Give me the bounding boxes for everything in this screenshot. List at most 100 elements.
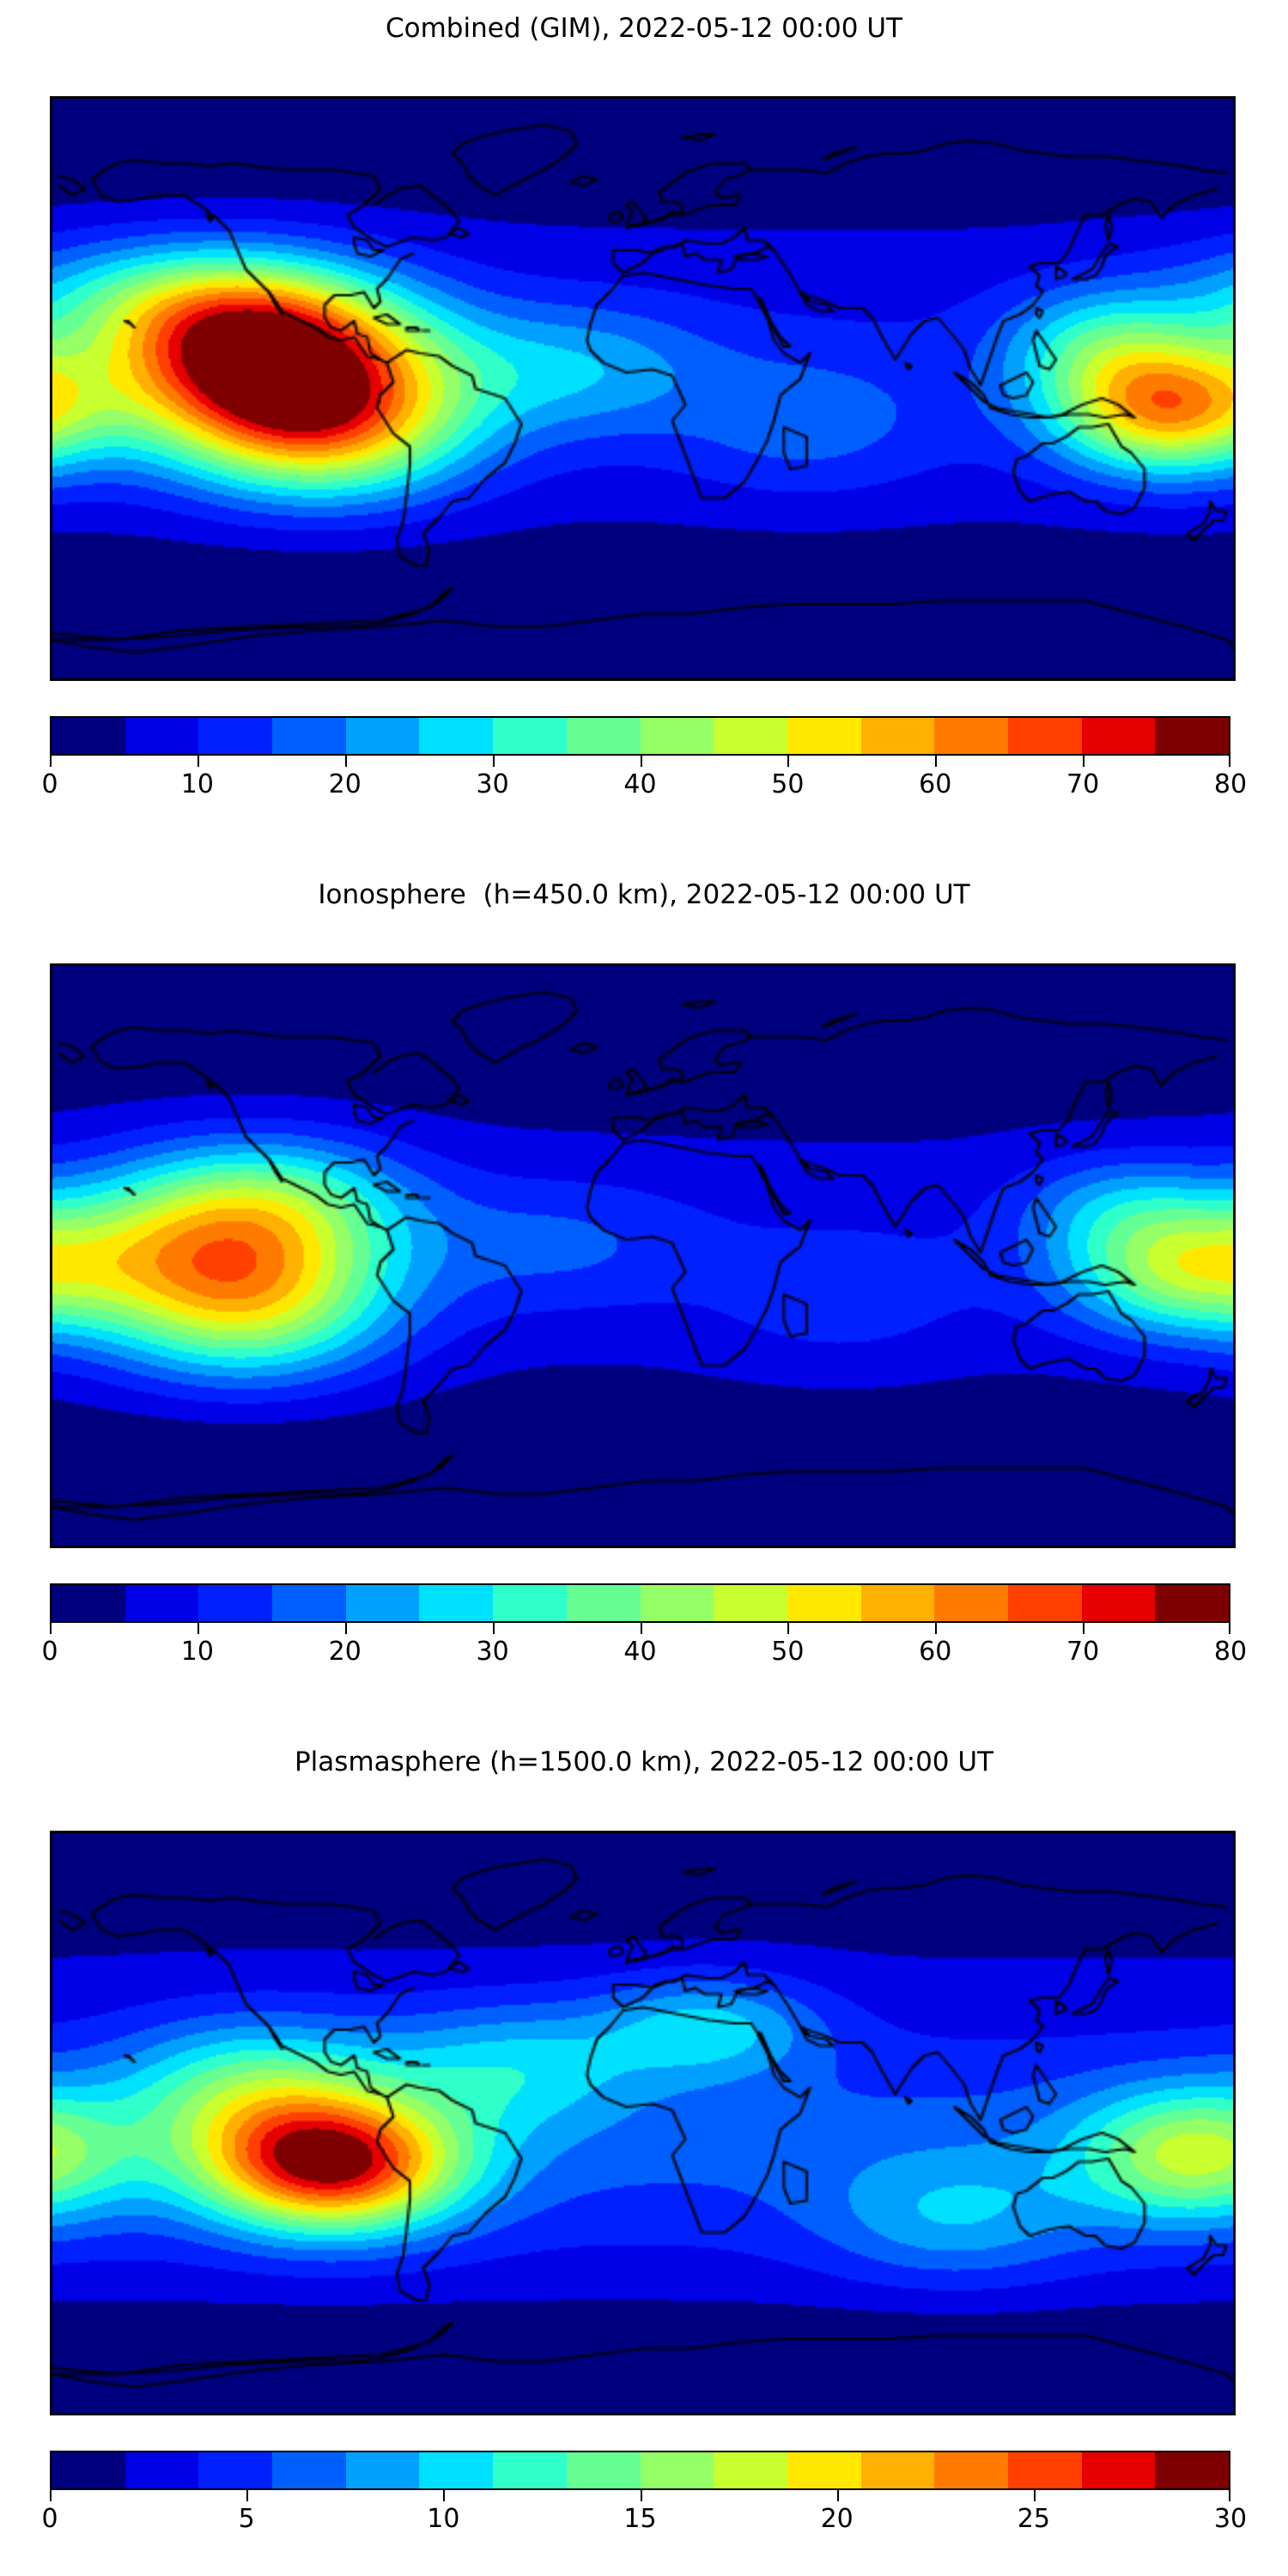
colorbar-band-5 [419,718,494,754]
colorbar-tick [640,2490,642,2501]
colorbar-band-12 [934,718,1008,754]
colorbar-band-13 [1007,2452,1082,2488]
colorbar-tick [787,756,790,767]
colorbar-band-12 [934,2452,1008,2488]
colorbar-tick-label: 30 [476,769,509,799]
colorbar-band-12 [934,1585,1008,1621]
colorbar-tick-label: 40 [623,769,657,799]
colorbar-band-2 [198,2452,273,2488]
colorbar-tick-label: 50 [771,1637,805,1667]
colorbar-band-13 [1007,1585,1082,1621]
colorbar-tick [787,1623,790,1634]
colorbar-ionosphere: 0 10 20 30 40 50 60 70 80 [41,1583,1247,1678]
colorbar-band-11 [860,1585,935,1621]
colorbar-band-15 [1155,718,1229,754]
panel-title-plasmasphere: Plasmasphere (h=1500.0 km), 2022-05-12 0… [294,1747,993,1777]
colorbar-band-4 [345,718,420,754]
colorbar-plasmasphere: 0 5 10 15 20 25 30 [41,2451,1247,2545]
colorbar-band-3 [272,718,346,754]
colorbar-band-15 [1155,2452,1229,2488]
colorbar-band-7 [566,718,641,754]
colorbar-band-6 [493,2452,567,2488]
colorbar-band-15 [1155,1585,1229,1621]
colorbar-tick-label: 80 [1213,1637,1248,1667]
colorbar-gradient-combined [50,716,1230,756]
colorbar-tick [640,1623,642,1634]
colorbar-band-8 [640,718,714,754]
colorbar-band-11 [860,718,935,754]
colorbar-gradient-plasmasphere [50,2451,1230,2490]
colorbar-tick-label: 10 [427,2504,460,2534]
colorbar-band-14 [1081,1585,1156,1621]
colorbar-band-14 [1081,2452,1156,2488]
colorbar-tick [836,2490,839,2501]
panel-combined-gim: Combined (GIM), 2022-05-12 00:00 UT 0 10 2… [0,0,1288,863]
colorbar-tick [640,756,642,767]
colorbar-tick-label: 80 [1213,769,1248,799]
colorbar-band-7 [566,1585,641,1621]
colorbar-tick [1229,2490,1230,2501]
colorbar-tick [246,2490,249,2501]
colorbar-band-2 [198,1585,273,1621]
colorbar-tick-label: 10 [180,1637,214,1667]
colorbar-tick-label: 40 [623,1637,657,1667]
colorbar-tick-label: 0 [41,769,58,799]
colorbar-tick-label: 50 [771,769,805,799]
colorbar-tick-label: 30 [1213,2504,1248,2534]
colorbar-tick-label: 70 [1066,1637,1100,1667]
colorbar-tick-label: 70 [1066,769,1100,799]
colorbar-tick-label: 15 [623,2504,657,2534]
panel-title-ionosphere: Ionosphere (h=450.0 km), 2022-05-12 00:0… [318,879,970,910]
panel-ionosphere: Ionosphere (h=450.0 km), 2022-05-12 00:0… [0,863,1288,1730]
colorbar-tick [1083,1623,1085,1634]
colorbar-gradient-ionosphere [50,1583,1230,1623]
colorbar-band-5 [419,1585,494,1621]
colorbar-band-6 [493,1585,567,1621]
colorbar-band-0 [52,2452,125,2488]
colorbar-band-3 [272,2452,346,2488]
map-combined [50,96,1236,681]
colorbar-band-4 [345,2452,420,2488]
colorbar-tick [443,2490,446,2501]
colorbar-tick [935,756,938,767]
colorbar-tick-label: 10 [180,769,214,799]
colorbar-tick [1229,756,1230,767]
colorbar-band-10 [787,1585,861,1621]
colorbar-tick [50,1623,52,1634]
colorbar-combined: 0 10 20 30 40 50 60 70 80 [41,716,1247,811]
colorbar-band-4 [345,1585,420,1621]
colorbar-band-0 [52,1585,125,1621]
colorbar-tick-label: 60 [919,769,952,799]
colorbar-band-10 [787,718,861,754]
colorbar-band-7 [566,2452,641,2488]
colorbar-band-3 [272,1585,346,1621]
colorbar-tick [197,756,199,767]
colorbar-tick [1083,756,1085,767]
colorbar-band-9 [714,718,787,754]
colorbar-tick-label: 20 [328,769,361,799]
colorbar-tick-label: 20 [820,2504,854,2534]
colorbar-band-2 [198,718,273,754]
colorbar-band-8 [640,1585,714,1621]
colorbar-tick [492,1623,495,1634]
colorbar-tick [935,1623,938,1634]
colorbar-band-14 [1081,718,1156,754]
colorbar-tick-label: 0 [41,1637,58,1667]
colorbar-tick [197,1623,199,1634]
map-ionosphere [50,963,1236,1548]
map-canvas-ionosphere [52,966,1233,1546]
map-plasmasphere [50,1831,1236,2415]
colorbar-tick-label: 25 [1017,2504,1050,2534]
colorbar-tick [50,2490,52,2501]
colorbar-band-1 [125,718,199,754]
map-canvas-plasmasphere [52,1833,1233,2413]
colorbar-band-1 [125,2452,199,2488]
panel-plasmasphere: Plasmasphere (h=1500.0 km), 2022-05-12 0… [0,1730,1288,2576]
colorbar-tick-label: 0 [41,2504,58,2534]
colorbar-band-1 [125,1585,199,1621]
colorbar-band-9 [714,2452,787,2488]
colorbar-band-0 [52,718,125,754]
colorbar-tick-label: 60 [919,1637,952,1667]
colorbar-band-9 [714,1585,787,1621]
